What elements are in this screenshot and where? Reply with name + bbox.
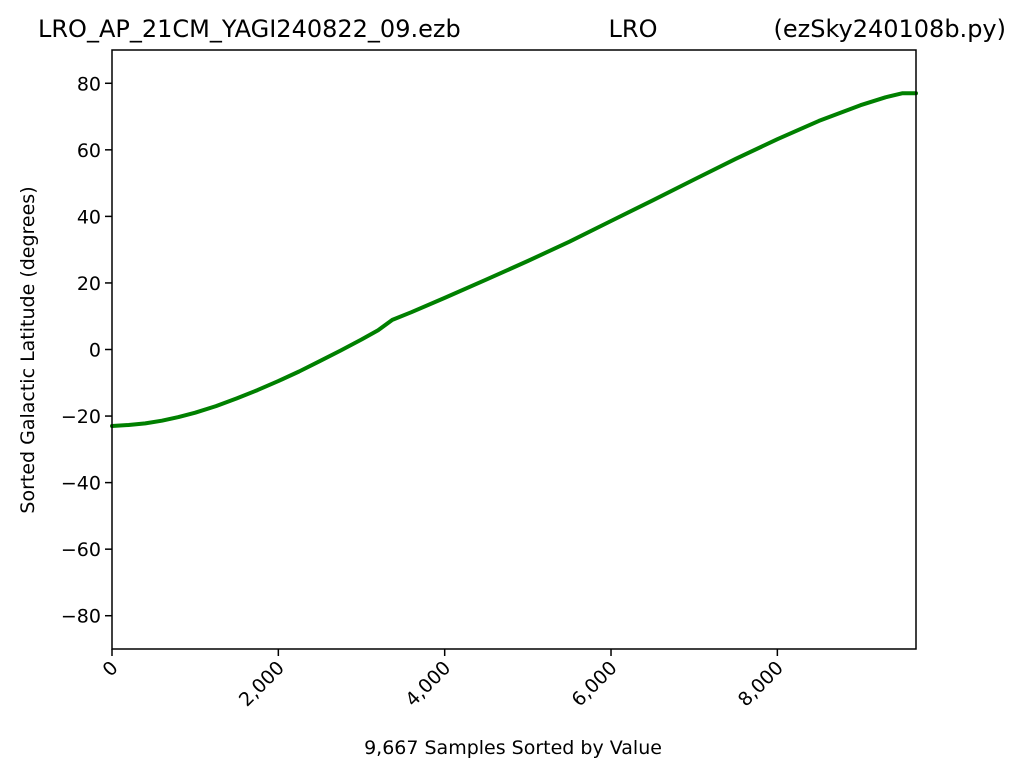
y-tick-label: 60 — [77, 140, 101, 162]
y-tick-label: 0 — [89, 340, 101, 362]
y-tick-label: 20 — [77, 273, 101, 295]
plot-frame — [111, 49, 917, 650]
x-tick-label: 8,000 — [734, 657, 788, 711]
y-tick-label: 80 — [77, 73, 101, 95]
chart-title-right: (ezSky240108b.py) — [774, 15, 1007, 43]
x-axis-label: 9,667 Samples Sorted by Value — [364, 737, 662, 759]
x-tick-label: 6,000 — [568, 657, 622, 711]
y-tick-label: −20 — [61, 406, 101, 428]
y-axis-label: Sorted Galactic Latitude (degrees) — [17, 186, 39, 513]
plot-area — [110, 49, 918, 650]
x-axis: 0 2,000 4,000 6,000 8,000 — [98, 649, 788, 711]
x-tick-label: 2,000 — [235, 657, 289, 711]
chart-title-center: LRO — [609, 15, 658, 43]
y-axis: 80 60 40 20 0 −20 −40 −60 −80 — [61, 73, 112, 628]
y-tick-label: −80 — [61, 606, 101, 628]
y-tick-label: 40 — [77, 206, 101, 228]
y-tick-label: −40 — [61, 473, 101, 495]
y-tick-label: −60 — [61, 539, 101, 561]
series-line-0 — [110, 91, 918, 428]
x-tick-label: 4,000 — [401, 657, 455, 711]
x-tick-label: 0 — [98, 657, 122, 681]
chart-title-left: LRO_AP_21CM_YAGI240822_09.ezb — [38, 15, 461, 43]
